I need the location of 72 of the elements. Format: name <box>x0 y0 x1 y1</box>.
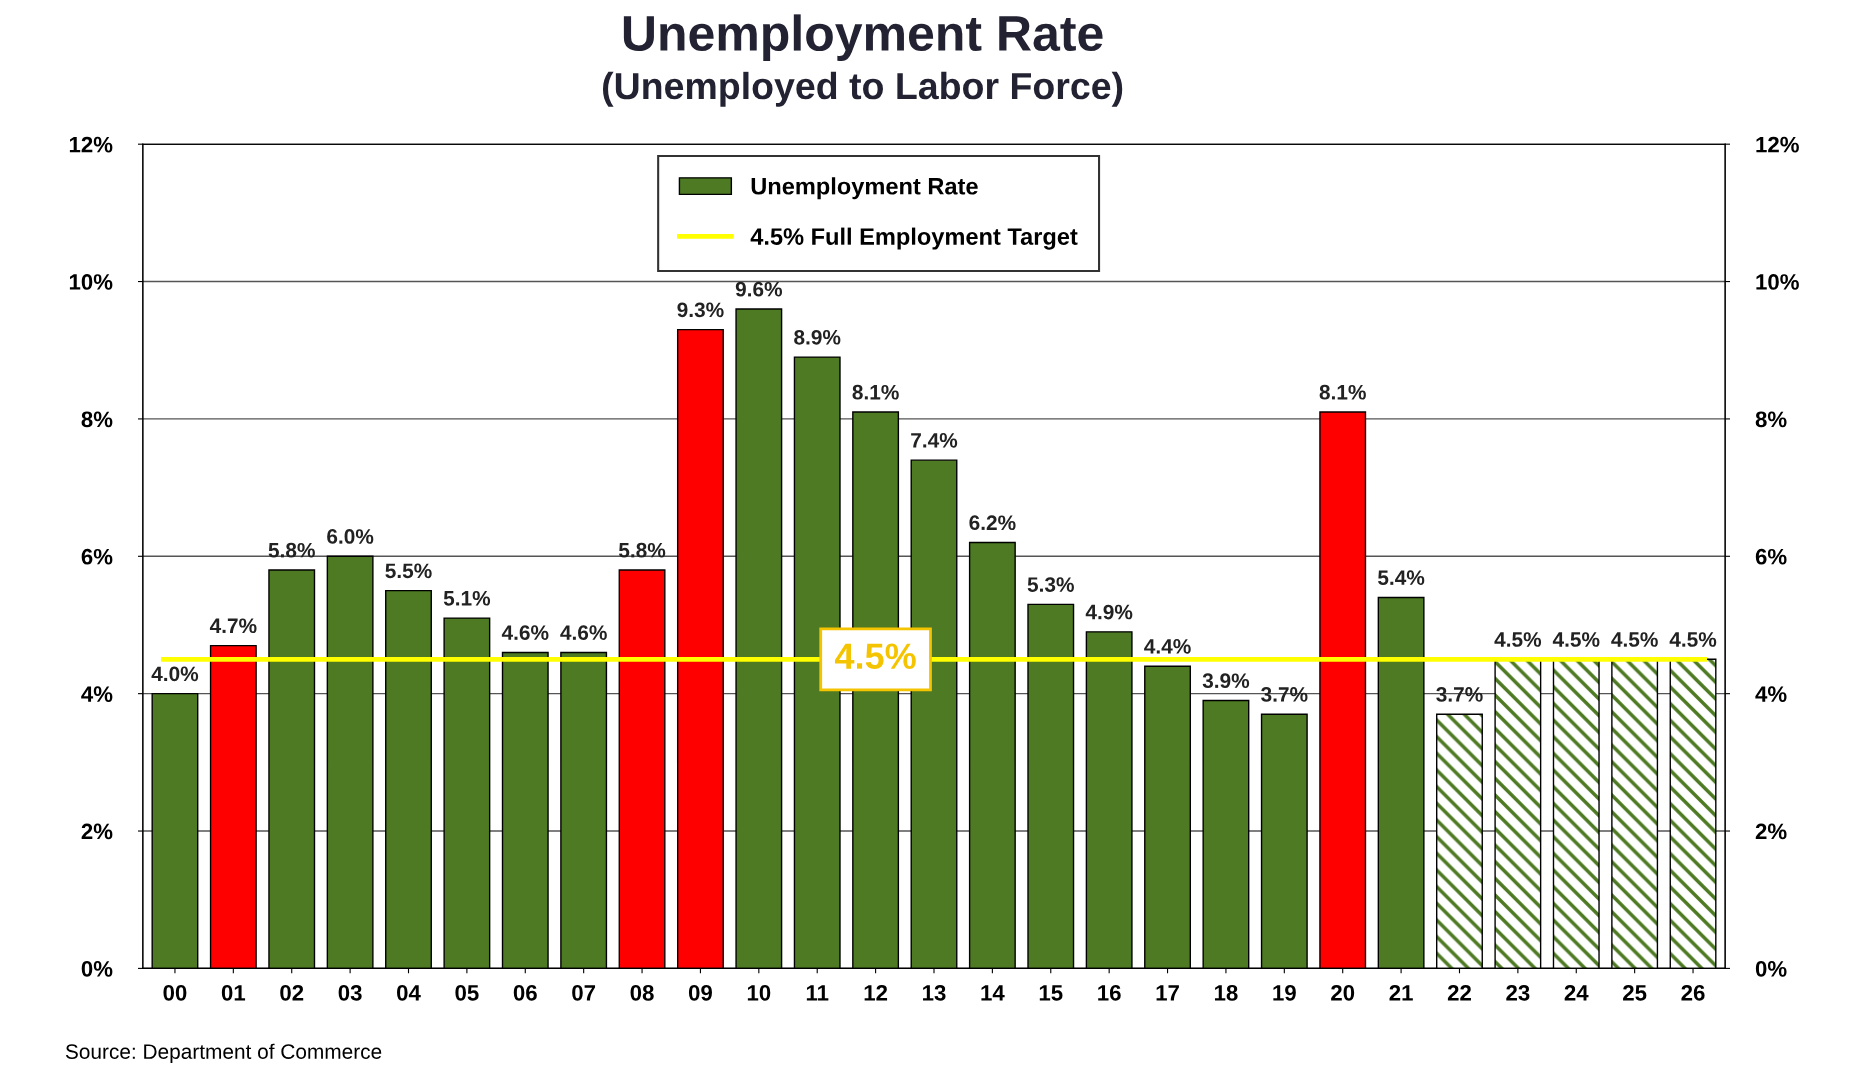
data-label: 3.9% <box>1202 673 1250 689</box>
x-tick-label: 13 <box>923 984 946 1001</box>
data-label: 6.0% <box>327 529 374 544</box>
data-label: 4.0% <box>151 666 199 682</box>
data-label: 8.9% <box>794 329 841 345</box>
y2-tick-label: 10% <box>1756 274 1799 290</box>
data-label: 4.6% <box>560 625 607 640</box>
data-label: 4.9% <box>1085 604 1133 620</box>
data-label: 4.5% <box>1611 632 1658 647</box>
x-tick-label: 23 <box>1506 984 1530 1001</box>
x-tick-label: 15 <box>1039 985 1063 1001</box>
x-tick-label: 20 <box>1331 984 1355 1001</box>
x-tick-label: 02 <box>280 984 304 1001</box>
x-tick-label: 05 <box>455 984 479 1001</box>
data-label: 9.3% <box>677 302 724 318</box>
x-tick-label: 24 <box>1564 984 1589 1001</box>
data-label: 5.4% <box>1378 570 1425 586</box>
x-tick-label: 07 <box>572 984 596 1001</box>
legend-label: 4.5% Full Employment Target <box>750 227 1078 250</box>
x-tick-label: 00 <box>163 984 187 1001</box>
x-tick-label: 18 <box>1214 984 1238 1001</box>
y2-tick-label: 12% <box>1756 136 1799 153</box>
y2-tick-label: 8% <box>1755 411 1787 428</box>
x-tick-label: 11 <box>806 985 829 1001</box>
annotation: 4.5% <box>835 643 916 670</box>
y2-tick-label: 2% <box>1755 823 1787 840</box>
chart-subtitle: (Unemployed to Labor Force) <box>602 71 1123 107</box>
data-label: 4.4% <box>1144 639 1191 654</box>
x-tick-label: 22 <box>1447 984 1471 1001</box>
data-label: 8.1% <box>852 384 899 400</box>
y-tick-label: 0% <box>81 960 113 977</box>
x-tick-label: 03 <box>338 984 362 1001</box>
source-note: Source: Department of Commerce <box>65 1043 382 1064</box>
x-tick-label: 09 <box>688 984 712 1001</box>
y-tick-label: 2% <box>81 823 113 840</box>
data-label: 4.5% <box>1552 632 1600 647</box>
x-tick-label: 10 <box>747 984 771 1001</box>
x-tick-label: 21 <box>1389 984 1413 1001</box>
x-tick-label: 17 <box>1156 985 1179 1001</box>
chart-title: Unemployment Rate <box>623 14 1103 61</box>
y-tick-label: 8% <box>81 411 113 428</box>
data-label: 5.1% <box>443 590 491 606</box>
data-label: 5.8% <box>268 542 315 558</box>
x-tick-label: 06 <box>513 984 537 1001</box>
data-label: 4.6% <box>501 625 549 640</box>
x-tick-label: 01 <box>221 984 246 1001</box>
data-label: 7.4% <box>911 432 958 448</box>
x-tick-label: 16 <box>1098 984 1121 1001</box>
y2-tick-label: 0% <box>1755 960 1787 977</box>
x-tick-label: 26 <box>1681 984 1705 1001</box>
y-tick-label: 4% <box>81 686 113 702</box>
data-label: 6.2% <box>969 515 1016 531</box>
data-label: 4.5% <box>1669 632 1717 647</box>
y-tick-label: 10% <box>69 274 113 290</box>
data-label: 5.8% <box>618 542 666 558</box>
y2-tick-label: 4% <box>1755 686 1787 702</box>
data-label: 4.5% <box>1494 632 1542 647</box>
x-tick-label: 12 <box>864 984 888 1001</box>
y2-tick-label: 6% <box>1755 548 1787 565</box>
x-tick-label: 19 <box>1273 984 1296 1001</box>
data-label: 9.6% <box>735 281 783 297</box>
data-label: 5.3% <box>1027 577 1074 592</box>
x-tick-label: 04 <box>397 984 421 1001</box>
data-label: 8.1% <box>1319 384 1366 400</box>
y-tick-label: 6% <box>81 548 113 565</box>
x-tick-label: 14 <box>981 985 1005 1001</box>
x-tick-label: 08 <box>630 984 654 1001</box>
y-tick-label: 12% <box>69 136 113 153</box>
data-label: 4.7% <box>209 618 257 634</box>
x-tick-label: 25 <box>1623 984 1647 1001</box>
legend-label: Unemployment Rate <box>751 177 978 200</box>
data-label: 5.5% <box>385 563 432 579</box>
